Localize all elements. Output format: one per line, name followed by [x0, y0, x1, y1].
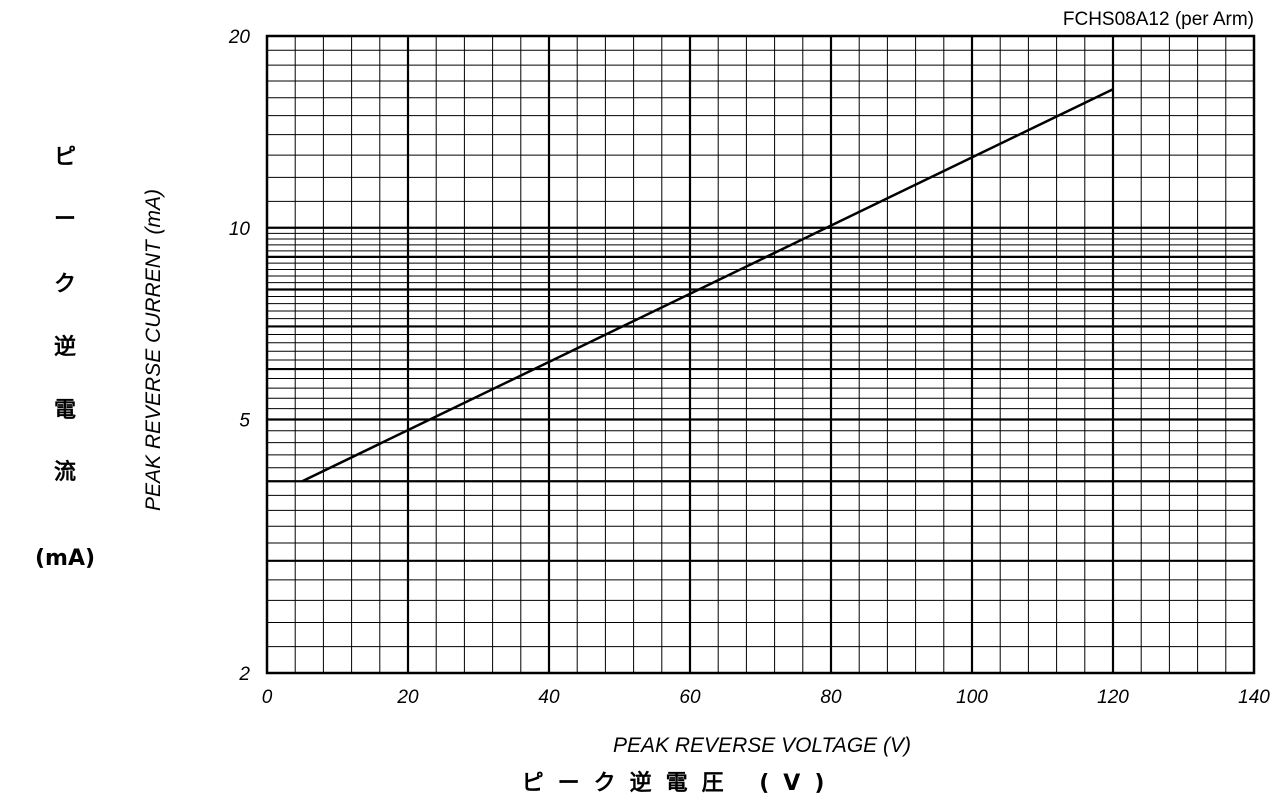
- y-axis-title-jp-char: 流: [54, 459, 76, 485]
- y-tick-labels: 2 5 10 20: [228, 27, 251, 685]
- x-tick-label: 40: [538, 687, 560, 708]
- y-axis-title-jp-char: ー: [54, 207, 76, 232]
- y-axis-title-jp-char: 電: [54, 398, 76, 423]
- plot-frame: [265, 34, 1256, 675]
- x-axis-title: PEAK REVERSE VOLTAGE (V): [613, 734, 911, 757]
- series-line: [301, 88, 1114, 483]
- y-tick-label: 2: [238, 664, 250, 685]
- x-tick-label: 20: [396, 687, 419, 708]
- x-tick-label: 100: [956, 687, 988, 708]
- y-tick-label: 10: [229, 219, 251, 240]
- x-tick-label: 80: [820, 687, 842, 708]
- grid-major: [267, 36, 1254, 673]
- x-tick-label: 120: [1097, 687, 1129, 708]
- y-tick-label: 20: [228, 27, 251, 48]
- grid-minor: [267, 36, 1254, 673]
- y-axis-title-jp-char: ピ: [54, 145, 76, 170]
- y-axis-title: PEAK REVERSE CURRENT (mA): [142, 189, 165, 511]
- x-tick-label: 0: [262, 687, 273, 708]
- y-axis-title-jp-char: 逆: [54, 334, 76, 360]
- x-axis-title-jp: ピーク逆電圧 (V): [522, 770, 839, 796]
- x-tick-labels: 0 20 40 60 80 100 120 140: [262, 687, 1271, 708]
- series-layer: [301, 88, 1114, 483]
- chart-title: FCHS08A12 (per Arm): [1063, 9, 1254, 30]
- y-tick-label: 5: [239, 411, 250, 432]
- x-tick-label: 140: [1238, 687, 1270, 708]
- y-axis-title-jp-char: ク: [54, 272, 76, 297]
- y-axis-title-jp-char: (mA): [35, 546, 95, 571]
- x-tick-label: 60: [679, 687, 701, 708]
